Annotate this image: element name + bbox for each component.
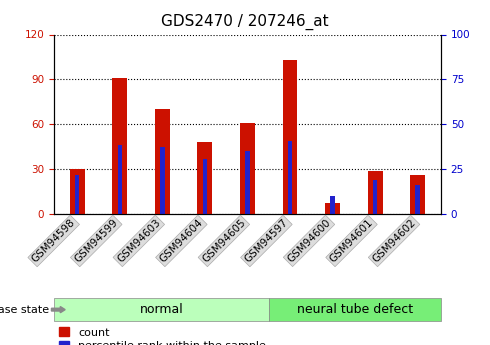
Bar (325, 204, 340, 214)
Text: normal: normal (140, 303, 183, 316)
Bar (203, 159, 207, 214)
Bar (112, 78, 127, 214)
Text: GSM94602: GSM94602 (370, 217, 417, 265)
Bar (283, 60, 297, 214)
Bar (288, 141, 292, 214)
Text: GDS2470 / 207246_at: GDS2470 / 207246_at (161, 14, 329, 30)
Bar (269, 298, 441, 321)
Bar (245, 151, 249, 214)
Text: GSM94600: GSM94600 (286, 217, 333, 264)
Bar (240, 123, 255, 214)
Bar (70, 169, 85, 214)
Text: GSM94599: GSM94599 (73, 217, 120, 265)
Bar (160, 147, 165, 214)
Bar (410, 175, 425, 214)
Bar (54, 298, 269, 321)
Text: GSM94603: GSM94603 (115, 217, 162, 265)
Text: GSM94601: GSM94601 (328, 217, 375, 265)
Text: neural tube defect: neural tube defect (297, 303, 413, 316)
Bar (155, 109, 170, 214)
Legend: count, percentile rank within the sample: count, percentile rank within the sample (59, 327, 266, 345)
Bar (368, 170, 383, 214)
Text: GSM94598: GSM94598 (30, 217, 77, 265)
Bar (197, 142, 212, 214)
Bar (373, 179, 377, 214)
Text: GSM94604: GSM94604 (158, 217, 205, 265)
Bar (75, 175, 79, 214)
Bar (118, 145, 122, 214)
Text: GSM94597: GSM94597 (243, 217, 290, 265)
Bar (416, 186, 420, 214)
Text: GSM94605: GSM94605 (200, 217, 247, 265)
Bar (330, 196, 335, 214)
Text: disease state: disease state (0, 305, 49, 315)
